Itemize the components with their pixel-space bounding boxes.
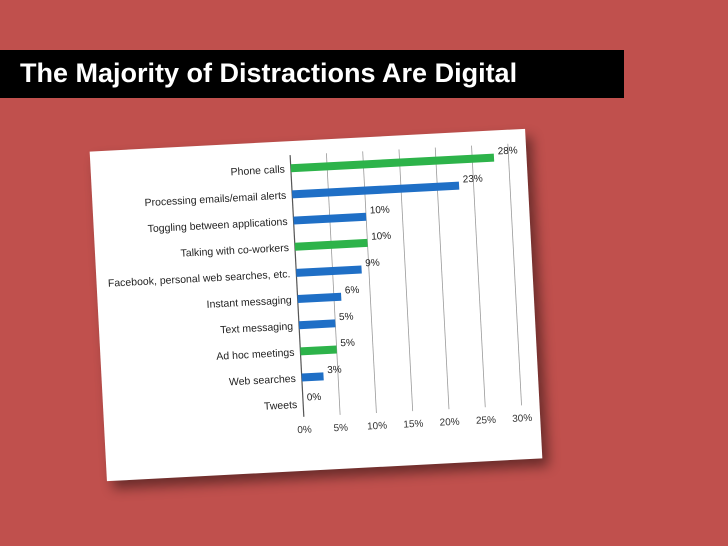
data-label: 6% [345, 285, 360, 297]
data-label: 23% [463, 173, 484, 185]
data-label: 9% [365, 258, 380, 270]
category-label: Tweets [264, 399, 298, 413]
category-label: Text messaging [220, 321, 294, 337]
gridline [362, 151, 377, 414]
category-label: Phone calls [230, 164, 285, 179]
bars [290, 153, 495, 382]
gridline [398, 149, 414, 412]
x-tick-label: 15% [403, 419, 424, 431]
x-tick-label: 0% [297, 424, 312, 436]
category-label: Facebook, personal web searches, etc. [108, 268, 291, 290]
x-tick-label: 30% [512, 413, 533, 425]
bar [298, 319, 336, 330]
category-label: Talking with co-workers [180, 242, 289, 260]
bar [301, 372, 324, 382]
bar [297, 292, 342, 304]
x-tick-label: 20% [439, 417, 460, 429]
title-bar: The Majority of Distractions Are Digital [0, 50, 624, 98]
category-label: Toggling between applications [147, 216, 288, 235]
x-tick-label: 10% [367, 420, 388, 432]
bar [294, 238, 368, 251]
bar [291, 181, 460, 199]
data-label: 3% [327, 364, 342, 376]
category-label: Processing emails/email alerts [144, 190, 286, 209]
gridline [507, 143, 522, 406]
gridline [471, 145, 486, 408]
category-label: Ad hoc meetings [216, 347, 295, 363]
bar [290, 153, 495, 173]
bar-chart: 0% 5% 10% 15% 20% 25% 30% Phone calls 28% Process… [108, 143, 533, 436]
gridlines [289, 143, 522, 417]
data-label: 0% [307, 392, 322, 404]
chart-photo: 0% 5% 10% 15% 20% 25% 30% Phone calls 28% Process… [89, 128, 543, 482]
data-label: 10% [370, 205, 391, 217]
gridline [289, 155, 305, 417]
data-label: 5% [340, 338, 355, 350]
bar [293, 212, 367, 225]
gridline [326, 153, 341, 415]
bar [296, 265, 362, 277]
bar [300, 345, 337, 356]
x-tick-label: 25% [476, 415, 497, 427]
data-label: 10% [371, 231, 392, 243]
data-label: 28% [497, 145, 518, 157]
x-tick-label: 5% [333, 422, 348, 434]
slide-title: The Majority of Distractions Are Digital [20, 58, 518, 88]
category-label: Instant messaging [206, 294, 292, 310]
labels: 0% 5% 10% 15% 20% 25% 30% Phone calls 28% Process… [108, 145, 533, 436]
data-label: 5% [339, 311, 354, 323]
category-label: Web searches [229, 373, 296, 388]
gridline [434, 147, 450, 410]
